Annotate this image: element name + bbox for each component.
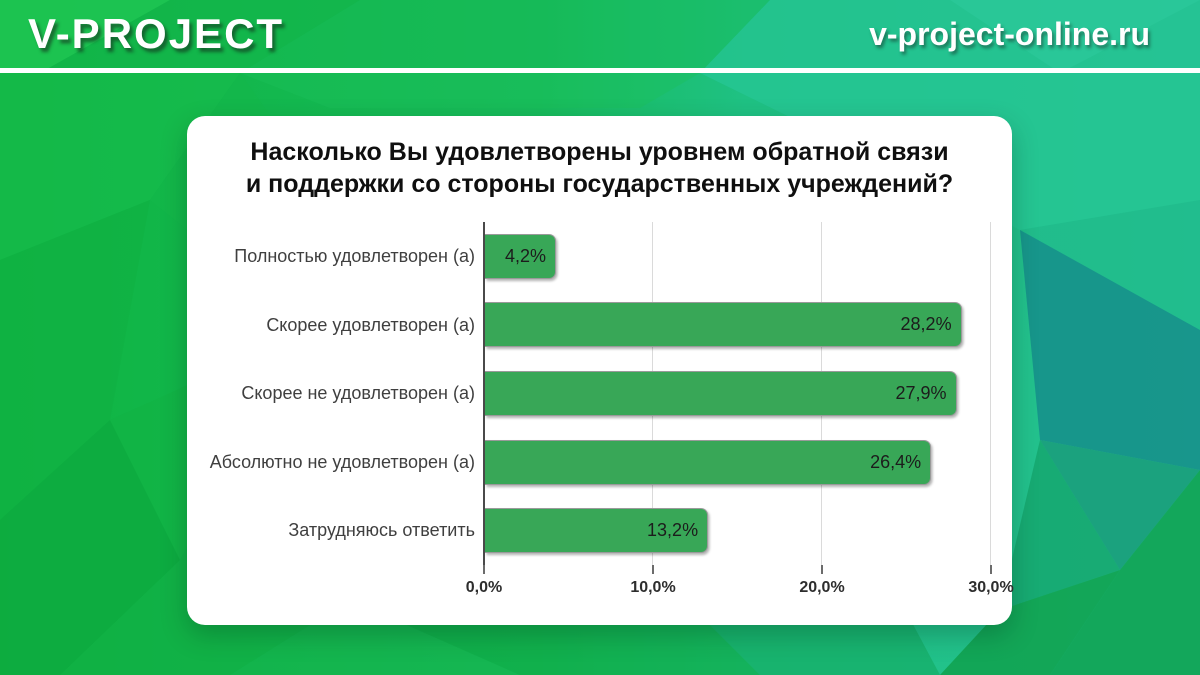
bar-row: 26,4%	[485, 428, 1012, 497]
chart-title-line-2: и поддержки со стороны государственных у…	[245, 170, 954, 198]
chart-title-line-1: Насколько Вы удовлетворены уровнем обрат…	[250, 138, 949, 166]
bar-row: 27,9%	[485, 359, 1012, 428]
category-labels: Полностью удовлетворен (а) Скорее удовлет…	[201, 222, 475, 565]
category-label: Затрудняюсь ответить	[288, 520, 475, 541]
x-axis-tick	[821, 565, 823, 574]
plot-area: 4,2% 28,2% 27,9% 26,4% 13,2%	[483, 222, 1012, 565]
brand-logo-text: V-PROJECT	[28, 10, 285, 57]
bar-row: 28,2%	[485, 291, 1012, 360]
x-axis-tick	[483, 565, 485, 574]
bar: 27,9%	[485, 370, 957, 416]
bar-value-label: 13,2%	[647, 520, 699, 541]
bar: 4,2%	[485, 233, 556, 279]
x-axis-tick-label: 0,0%	[465, 579, 503, 596]
chart-card: Насколько Вы удовлетворены уровнем обрат…	[187, 116, 1014, 625]
bar-value-label: 27,9%	[895, 382, 947, 403]
chart-title: Насколько Вы удовлетворены уровнем обрат…	[187, 136, 1012, 200]
bar: 13,2%	[485, 508, 709, 554]
bar: 26,4%	[485, 439, 932, 485]
x-axis-tick	[990, 565, 992, 574]
x-axis-tick-label: 10,0%	[630, 579, 676, 596]
bar: 28,2%	[485, 302, 962, 348]
x-axis-tick-label: 30,0%	[968, 579, 1014, 596]
x-axis: 0,0% 10,0% 20,0% 30,0%	[466, 565, 1014, 617]
header-bar: V-PROJECT v-project-online.ru	[0, 0, 1200, 68]
gridline	[990, 222, 991, 565]
bar-value-label: 26,4%	[870, 451, 922, 472]
header-divider-line	[0, 68, 1200, 73]
bar-value-label: 4,2%	[504, 245, 546, 266]
category-label: Полностью удовлетворен (а)	[234, 246, 475, 267]
website-url-text: v-project-online.ru	[869, 15, 1150, 52]
x-axis-tick	[652, 565, 654, 574]
category-label: Скорее не удовлетворен (а)	[241, 383, 475, 404]
category-label: Скорее удовлетворен (а)	[266, 314, 475, 335]
bar-value-label: 28,2%	[900, 314, 952, 335]
x-axis-tick-label: 20,0%	[799, 579, 845, 596]
bar-row: 4,2%	[485, 222, 1012, 291]
bar-row: 13,2%	[485, 496, 1012, 565]
category-label: Абсолютно не удовлетворен (а)	[209, 451, 475, 472]
